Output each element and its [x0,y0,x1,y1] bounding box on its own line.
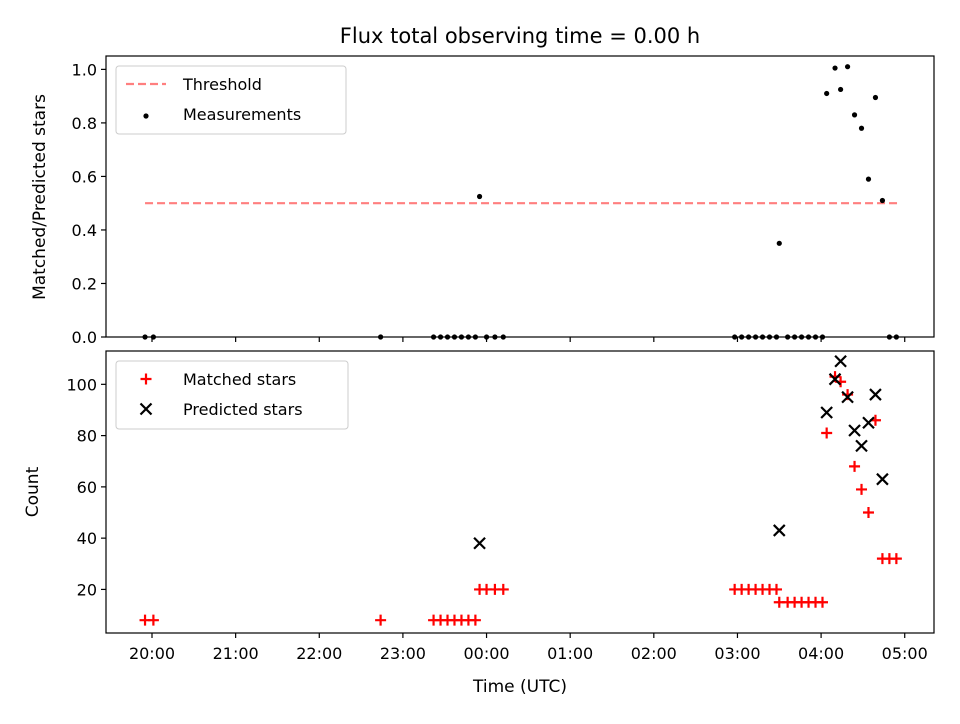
data-point [862,416,875,430]
data-point [841,390,854,404]
axes-frame [105,55,935,338]
series-matched-stars [139,371,902,626]
data-point [147,614,159,626]
data-point [856,483,868,495]
x-tick-label: 05:00 [882,644,928,663]
series-predicted-stars [473,354,889,550]
data-point [473,536,486,550]
x-tick-label: 03:00 [714,644,760,663]
x-axis-label: Time (UTC) [472,677,567,697]
data-point [872,94,879,101]
y-axis-label-top: Matched/Predicted stars [30,94,50,300]
x-tick-label: 02:00 [631,644,677,663]
data-point [375,614,387,626]
data-point [849,460,861,472]
data-point [862,507,874,519]
x-tick-label: 21:00 [213,644,259,663]
y-tick-label: 60 [77,478,97,497]
data-point [869,388,882,401]
data-point [770,583,782,595]
y-tick-label: 80 [77,427,97,446]
x-tick-label: 23:00 [380,644,426,663]
data-point [858,125,865,131]
y-axis-label-bottom: Count [23,466,43,517]
y-tick-label: 20 [77,580,97,599]
data-point [865,176,872,182]
data-point [821,427,833,439]
data-point [876,472,889,486]
legend: Threshold Measurements [115,65,347,135]
data-point [832,65,838,71]
legend-box [115,360,349,430]
panel-count: 20 40 60 80 100 20:00 21:00 22:00 23:00 00:00 01:0… [66,350,935,663]
data-point [469,614,481,626]
data-point [476,193,483,200]
legend-label: Threshold [182,75,262,94]
x-tick-label: 00:00 [463,644,509,663]
y-tick-label: 0.4 [72,221,97,240]
data-point [776,240,782,246]
x-tick-label: 04:00 [798,644,844,663]
axes-frame [105,350,935,634]
data-point [879,197,886,204]
data-point [824,90,830,97]
data-point [497,583,509,595]
data-point [816,596,828,608]
data-point [890,553,902,565]
y-tick-label: 0.2 [72,274,97,293]
panel-ratio: 0.0 0.2 0.4 0.6 0.8 1.0 Threshold Measurements [72,55,935,347]
legend-label: Predicted stars [183,400,303,419]
y-tick-label: 0.8 [72,114,97,133]
data-point [848,424,861,437]
y-tick-label: 0.6 [72,167,97,186]
legend-x-marker [139,402,153,416]
x-tick-label: 01:00 [547,644,593,663]
data-point [844,64,851,70]
legend-box [115,65,347,135]
y-tick-label: 1.0 [72,60,97,79]
data-point [834,354,847,368]
data-point [838,86,844,93]
legend-label: Matched stars [183,370,296,389]
legend: Matched stars Predicted stars [115,360,349,430]
y-tick-label: 40 [77,529,97,548]
data-point [772,524,786,537]
chart-title: Flux total observing time = 0.00 h [340,24,700,48]
x-tick-label: 22:00 [296,644,342,663]
data-point [851,112,858,118]
data-point [820,406,833,419]
x-tick-label: 20:00 [129,644,175,663]
y-tick-label: 100 [66,375,97,394]
data-point [828,372,842,386]
y-tick-label: 0.0 [72,328,97,347]
legend-label: Measurements [183,105,301,124]
legend-plus-marker [140,373,152,385]
legend-dot-marker [143,113,149,119]
data-point [855,439,868,453]
